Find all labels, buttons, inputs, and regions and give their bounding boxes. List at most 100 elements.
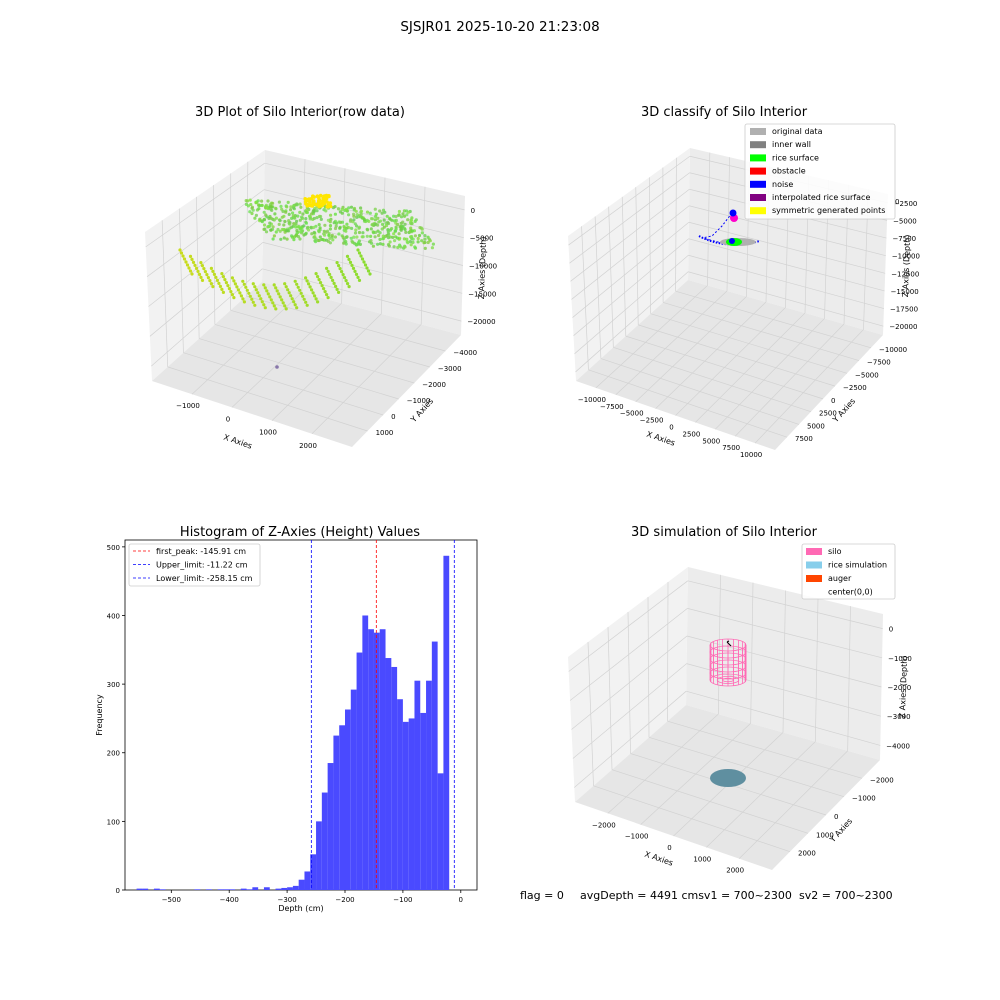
raw-point [368,211,372,215]
sim-xtick: 0 [667,844,671,852]
hist-bar [385,658,392,890]
raw-point [287,212,291,216]
raw-point [395,236,399,240]
raw-point [286,200,290,204]
silo-cylinder [709,638,747,687]
sim-ytick: 0 [834,813,838,821]
hist-bar [402,721,409,890]
raw-point [404,230,408,234]
raw-point [281,301,285,305]
raw-point [329,213,333,217]
raw-point [311,201,315,206]
raw-point [257,207,261,211]
raw-point [282,223,286,227]
classify-ztick: −12500 [891,270,919,278]
raw-point [301,212,305,216]
classify-legend-swatch [750,194,766,201]
classify-legend-label: noise [772,180,793,189]
classify-legend: original data inner wall rice surface obsta… [744,123,896,220]
sim-ytick: −2000 [870,776,894,784]
raw-point [193,263,197,267]
raw-point [427,237,431,241]
raw-point [215,278,219,282]
raw-point [311,291,315,295]
raw-point [323,233,327,237]
raw-point [347,213,351,217]
raw-point [241,297,245,301]
raw-point [274,307,278,311]
raw-point [423,234,427,238]
raw-point [330,233,334,237]
hist-bar [356,652,363,890]
raw-point [337,220,341,224]
raw-point [264,213,268,217]
raw-point [251,282,255,286]
raw-point [323,223,327,227]
raw-point [352,214,356,218]
raw-point [397,209,401,214]
classify-xtick: 2500 [682,430,700,438]
raw-point [321,238,325,242]
classify-legend-label: obstacle [772,167,806,176]
raw-point [382,218,386,222]
raw-point [272,234,276,238]
raw-point [250,297,254,301]
raw-point [386,243,391,247]
raw-point [405,213,409,217]
raw-point [257,294,261,298]
hist-legend-label: Lower_limit: -258.15 cm [156,574,253,583]
raw-point [357,225,362,229]
raw-point [354,228,358,232]
raw-point [317,230,321,234]
raw-ztick: −5000 [470,235,494,243]
raw-point [304,210,308,214]
raw-point [392,214,396,218]
raw-point [379,219,383,223]
raw-point [402,237,406,241]
raw-point [373,207,377,211]
raw-point [305,208,309,212]
raw-point [328,224,333,228]
raw-point [414,218,418,222]
sim-legend-label: rice simulation [828,561,887,570]
hist-xlabel: Depth (cm) [278,904,323,913]
raw-point [319,217,323,221]
raw-point [392,219,396,223]
raw-point [376,242,380,246]
raw-point [377,233,381,238]
raw-point [221,275,225,279]
raw-ztick: −15000 [468,290,496,298]
classify-noise-top [729,209,737,217]
raw-point [274,286,278,290]
raw-point [402,214,407,218]
raw-point [405,240,409,244]
raw-point [181,254,185,258]
raw-point [304,221,308,225]
raw-point [406,210,411,214]
raw-point [402,209,406,213]
raw-point [373,235,377,239]
raw-point [245,288,249,292]
raw-point [357,251,362,255]
raw-point [305,279,309,283]
raw-point [239,294,243,298]
raw-point [291,214,295,218]
hist-bar [298,879,305,890]
raw-point [221,290,225,294]
raw-point [209,282,213,286]
raw-point [199,261,203,265]
raw-point [246,204,250,208]
raw-point [333,212,337,216]
raw-point [322,196,327,201]
raw-point [274,230,278,234]
hist-ytick: 0 [116,887,120,895]
raw-point [347,206,351,210]
raw-point [378,209,382,213]
raw-point [278,229,282,233]
raw-point [306,228,311,232]
raw-point [285,229,289,233]
raw-point [304,300,308,304]
hist-bar [345,709,351,890]
raw-point [293,222,297,226]
figure-suptitle: SJSJR01 2025-10-20 21:23:08 [400,19,599,35]
